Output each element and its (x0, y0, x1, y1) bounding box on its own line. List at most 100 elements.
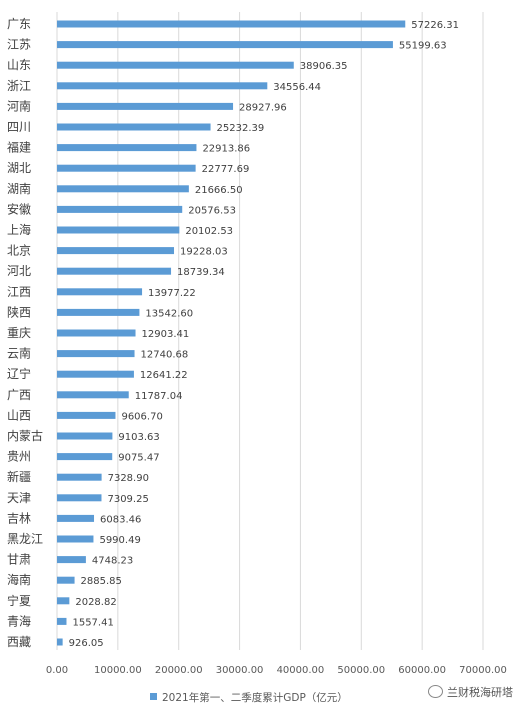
bar (57, 61, 294, 69)
data-label: 13542.60 (145, 308, 193, 319)
category-label: 辽宁 (7, 366, 31, 381)
data-label: 13977.22 (148, 288, 196, 299)
data-label: 7309.25 (107, 494, 148, 505)
data-label: 2028.82 (75, 597, 116, 608)
bar (57, 144, 197, 152)
data-label: 20102.53 (185, 226, 233, 237)
bar (57, 556, 86, 564)
bar (57, 453, 113, 461)
category-label: 福建 (7, 140, 31, 155)
x-tick-label: 20000.00 (155, 665, 203, 676)
category-label: 江苏 (7, 38, 31, 52)
bar (57, 205, 183, 213)
bar (57, 473, 102, 481)
x-tick-label: 70000.00 (459, 665, 507, 676)
bar (57, 350, 135, 358)
category-label: 海南 (7, 572, 31, 587)
category-label: 浙江 (7, 79, 31, 93)
category-label: 黑龙江 (7, 532, 43, 546)
bar (57, 185, 189, 193)
data-label: 9075.47 (118, 453, 159, 464)
data-label: 55199.63 (399, 41, 447, 52)
category-label: 新疆 (7, 469, 31, 484)
category-label: 宁夏 (7, 593, 31, 608)
category-label: 江西 (7, 285, 31, 299)
category-label: 贵州 (7, 450, 31, 464)
data-label: 20576.53 (188, 205, 236, 216)
x-tick-label: 40000.00 (277, 665, 325, 676)
data-label: 11787.04 (135, 391, 183, 402)
bar (57, 597, 70, 605)
watermark: 兰财税海研塔 (428, 684, 513, 700)
bar (57, 102, 234, 110)
bar (57, 514, 95, 522)
data-label: 57226.31 (411, 20, 459, 31)
category-label: 西藏 (7, 635, 31, 649)
data-label: 34556.44 (273, 82, 321, 93)
legend-label: 2021年第一、二季度累计GDP（亿元） (162, 691, 348, 704)
category-label: 山西 (7, 408, 31, 422)
data-label: 5990.49 (99, 535, 140, 546)
category-label: 湖南 (7, 181, 31, 196)
data-label: 9606.70 (121, 411, 162, 422)
category-label: 广西 (7, 388, 31, 402)
data-label: 28927.96 (239, 102, 287, 113)
data-label: 21666.50 (195, 185, 243, 196)
bar (57, 288, 143, 296)
bar (57, 123, 211, 131)
bar (57, 411, 116, 419)
bar (57, 226, 180, 234)
data-label: 12740.68 (141, 350, 189, 361)
bar (57, 494, 102, 502)
wechat-icon (428, 685, 443, 698)
x-tick-label: 10000.00 (94, 665, 142, 676)
bar (57, 267, 172, 275)
category-label: 云南 (7, 346, 31, 361)
category-label: 山东 (7, 58, 31, 72)
legend-swatch (150, 693, 157, 700)
bar (57, 20, 406, 28)
data-label: 19228.03 (180, 247, 228, 258)
data-label: 12903.41 (142, 329, 190, 340)
category-label: 安徽 (7, 201, 31, 216)
data-label: 38906.35 (300, 61, 348, 72)
bar (57, 391, 129, 399)
data-label: 25232.39 (217, 123, 265, 134)
x-tick-label: 60000.00 (398, 665, 446, 676)
category-label: 北京 (7, 244, 31, 258)
category-label: 河南 (7, 98, 31, 113)
bar (57, 638, 63, 646)
category-label: 内蒙古 (7, 428, 43, 443)
data-label: 12641.22 (140, 370, 188, 381)
bar (57, 329, 136, 337)
x-tick-label: 50000.00 (337, 665, 385, 676)
data-label: 1557.41 (72, 617, 113, 628)
bar (57, 164, 196, 172)
watermark-text: 兰财税海研塔 (447, 686, 513, 699)
bar (57, 617, 67, 625)
category-label: 河北 (7, 264, 31, 278)
category-label: 湖北 (7, 160, 31, 175)
category-label: 青海 (7, 613, 31, 628)
data-label: 9103.63 (118, 432, 159, 443)
category-label: 甘肃 (7, 553, 31, 567)
data-label: 4748.23 (92, 556, 133, 567)
bar (57, 247, 175, 255)
bar (57, 308, 140, 316)
category-label: 吉林 (7, 511, 31, 525)
data-label: 7328.90 (108, 473, 149, 484)
category-label: 天津 (7, 491, 31, 505)
data-label: 22777.69 (202, 164, 250, 175)
category-label: 上海 (7, 222, 31, 237)
bar (57, 432, 113, 440)
x-tick-label: 0.00 (46, 665, 68, 676)
x-tick-label: 30000.00 (216, 665, 264, 676)
data-label: 18739.34 (177, 267, 225, 278)
bar (57, 370, 134, 378)
category-label: 四川 (7, 120, 31, 134)
data-label: 926.05 (69, 638, 104, 649)
bar (57, 82, 268, 90)
bar (57, 41, 393, 49)
